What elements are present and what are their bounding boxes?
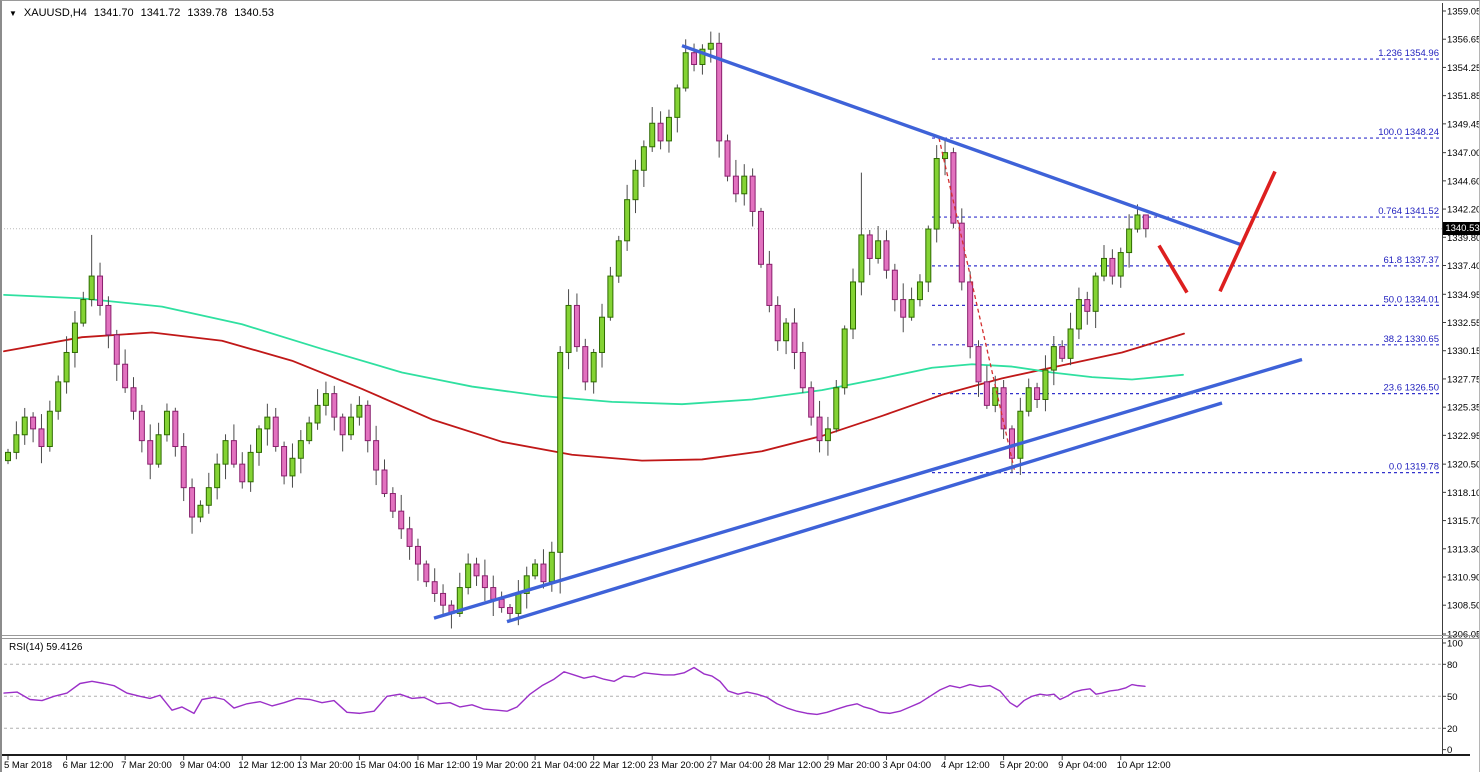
red-projection-line-1[interactable] — [1157, 244, 1189, 294]
svg-text:28 Mar 12:00: 28 Mar 12:00 — [765, 760, 821, 771]
svg-text:23 Mar 20:00: 23 Mar 20:00 — [648, 760, 704, 771]
svg-text:1356.65: 1356.65 — [1447, 35, 1480, 46]
svg-text:50: 50 — [1447, 692, 1458, 703]
svg-text:21 Mar 04:00: 21 Mar 04:00 — [531, 760, 587, 771]
svg-text:13 Mar 20:00: 13 Mar 20:00 — [297, 760, 353, 771]
svg-text:1313.30: 1313.30 — [1447, 544, 1480, 555]
svg-text:80: 80 — [1447, 660, 1458, 671]
quote-low: 1339.78 — [187, 7, 228, 19]
svg-text:29 Mar 20:00: 29 Mar 20:00 — [824, 760, 880, 771]
rsi-grid — [4, 663, 1442, 729]
svg-text:1308.50: 1308.50 — [1447, 601, 1480, 612]
svg-text:1359.05: 1359.05 — [1447, 7, 1480, 18]
svg-text:1349.45: 1349.45 — [1447, 119, 1480, 130]
quote-high: 1341.72 — [140, 7, 181, 19]
svg-text:1351.85: 1351.85 — [1447, 91, 1480, 102]
svg-text:1354.25: 1354.25 — [1447, 63, 1480, 74]
quote-open: 1341.70 — [93, 7, 134, 19]
svg-text:10 Apr 12:00: 10 Apr 12:00 — [1117, 760, 1171, 771]
ascending-channel-line-2[interactable] — [506, 401, 1223, 624]
svg-text:1347.00: 1347.00 — [1447, 148, 1480, 159]
svg-text:9 Apr 04:00: 9 Apr 04:00 — [1058, 760, 1107, 771]
svg-text:1339.80: 1339.80 — [1447, 233, 1480, 244]
svg-text:1322.95: 1322.95 — [1447, 431, 1480, 442]
svg-text:1334.95: 1334.95 — [1447, 290, 1480, 301]
svg-text:6 Mar 12:00: 6 Mar 12:00 — [63, 760, 114, 771]
svg-text:0.0 1319.78: 0.0 1319.78 — [1389, 462, 1439, 473]
expander-triangle-icon[interactable]: ▼ — [9, 8, 17, 18]
svg-text:12 Mar 12:00: 12 Mar 12:00 — [238, 760, 294, 771]
svg-text:3 Apr 04:00: 3 Apr 04:00 — [882, 760, 931, 771]
descending-trendline[interactable] — [681, 44, 1241, 246]
svg-text:1342.20: 1342.20 — [1447, 205, 1480, 216]
svg-text:0: 0 — [1447, 745, 1452, 756]
svg-text:22 Mar 12:00: 22 Mar 12:00 — [590, 760, 646, 771]
svg-text:1337.40: 1337.40 — [1447, 261, 1480, 272]
svg-text:50.0 1334.01: 50.0 1334.01 — [1384, 294, 1439, 305]
svg-text:27 Mar 04:00: 27 Mar 04:00 — [707, 760, 763, 771]
svg-text:19 Mar 20:00: 19 Mar 20:00 — [473, 760, 529, 771]
svg-text:1310.90: 1310.90 — [1447, 572, 1480, 583]
time-axis[interactable]: 5 Mar 2018 6 Mar 12:00 7 Mar 20:00 9 Mar 04… — [4, 756, 1171, 771]
quote-bar: ▼ XAUUSD,H4 1341.70 1341.72 1339.78 1340… — [9, 7, 274, 19]
rsi-indicator-label: RSI(14) 59.4126 — [9, 642, 83, 653]
red-projection-line-2[interactable] — [1218, 170, 1277, 293]
svg-text:1315.70: 1315.70 — [1447, 516, 1480, 527]
svg-text:100: 100 — [1447, 638, 1463, 649]
svg-text:5 Mar 2018: 5 Mar 2018 — [4, 760, 52, 771]
svg-text:20: 20 — [1447, 724, 1458, 735]
svg-text:1344.60: 1344.60 — [1447, 176, 1480, 187]
current-price-badge: 1340.53 — [1443, 222, 1480, 235]
svg-text:7 Mar 20:00: 7 Mar 20:00 — [121, 760, 172, 771]
svg-text:16 Mar 12:00: 16 Mar 12:00 — [414, 760, 470, 771]
svg-text:4 Apr 12:00: 4 Apr 12:00 — [941, 760, 990, 771]
ma-slow-line — [3, 331, 1185, 462]
quote-close: 1340.53 — [234, 7, 274, 19]
svg-text:61.8 1337.37: 61.8 1337.37 — [1384, 255, 1439, 266]
svg-text:0.764 1341.52: 0.764 1341.52 — [1378, 206, 1439, 217]
svg-text:1327.75: 1327.75 — [1447, 374, 1480, 385]
svg-text:5 Apr 20:00: 5 Apr 20:00 — [1000, 760, 1049, 771]
svg-text:1320.50: 1320.50 — [1447, 460, 1480, 471]
svg-text:1.236 1354.96: 1.236 1354.96 — [1378, 48, 1439, 59]
svg-text:9 Mar 04:00: 9 Mar 04:00 — [180, 760, 231, 771]
svg-text:1332.55: 1332.55 — [1447, 318, 1480, 329]
svg-text:38.2 1330.65: 38.2 1330.65 — [1384, 334, 1439, 345]
fib-retracement-levels[interactable]: 1.236 1354.96 100.0 1348.24 0.764 1341.52 6… — [932, 48, 1442, 474]
svg-text:100.0 1348.24: 100.0 1348.24 — [1378, 127, 1439, 138]
svg-text:1318.10: 1318.10 — [1447, 488, 1480, 499]
svg-text:15 Mar 04:00: 15 Mar 04:00 — [355, 760, 411, 771]
fib-diagonal-line[interactable] — [938, 137, 1016, 473]
rsi-line — [3, 666, 1146, 716]
symbol-label: XAUUSD,H4 — [23, 7, 87, 19]
svg-text:23.6 1326.50: 23.6 1326.50 — [1384, 383, 1439, 394]
svg-text:1330.15: 1330.15 — [1447, 346, 1480, 357]
candlestick-series — [5, 31, 1149, 629]
rsi-axis[interactable]: 100 80 50 20 0 — [1442, 638, 1463, 756]
ascending-channel-line-1[interactable] — [433, 357, 1303, 620]
svg-text:1325.35: 1325.35 — [1447, 403, 1480, 414]
